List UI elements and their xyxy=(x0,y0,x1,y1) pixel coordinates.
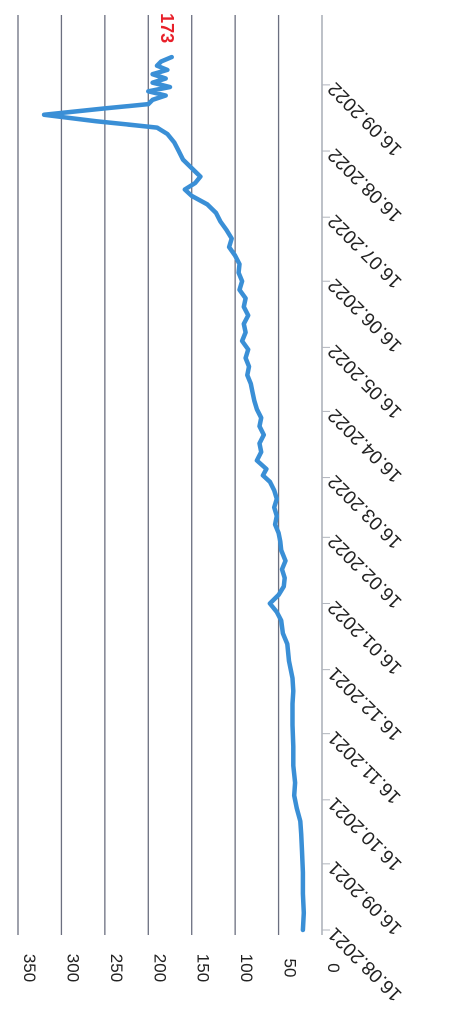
y-tick-label: 250 xyxy=(107,954,126,982)
y-tick-label: 350 xyxy=(20,954,39,982)
y-tick-label: 100 xyxy=(237,954,256,982)
y-tick-label: 300 xyxy=(63,954,82,982)
annotations: 173 xyxy=(157,13,177,43)
y-axis-ticks: 0 50 100 150 200 250 300 350 xyxy=(20,954,343,982)
y-tick-label: 200 xyxy=(150,954,169,982)
x-axis-ticks: 16.08.202116.09.202116.10.202116.11.2021… xyxy=(322,78,406,1005)
y-tick-label: 50 xyxy=(281,959,300,978)
last-value-label: 173 xyxy=(157,13,177,43)
y-tick-label: 0 xyxy=(324,963,343,972)
series-layer xyxy=(41,54,307,933)
series-line xyxy=(41,54,307,933)
gridlines xyxy=(17,15,323,935)
y-tick-label: 150 xyxy=(194,954,213,982)
